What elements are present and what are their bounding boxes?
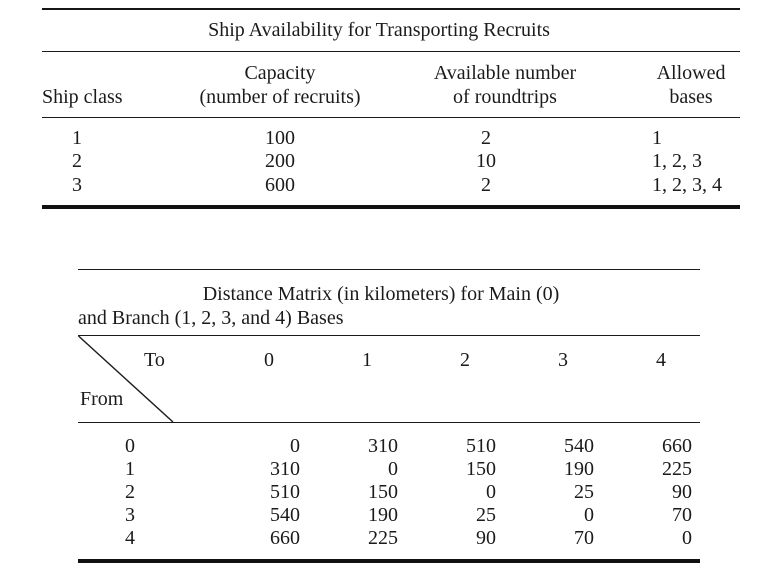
distance-cell: 190 [368,503,398,526]
distance-cell: 70 [672,503,692,526]
capacity-cell: 100 [265,126,295,149]
distance-table-title-line2: and Branch (1, 2, 3, and 4) Bases [78,307,344,329]
distance-cell: 510 [270,480,300,503]
ship-row-2: 2 200 10 1, 2, 3 [42,150,740,174]
diagonal-line [78,336,174,422]
col-header-base-0: 0 [210,336,308,423]
distance-cell: 225 [662,457,692,480]
ship-table-header-row: Ship class Capacity (number of recruits)… [42,51,741,118]
ship-row-3: 3 600 2 1, 2, 3, 4 [42,174,740,208]
distance-cell: 70 [574,526,594,549]
col-header-roundtrips-line2: of roundtrips [453,85,557,108]
from-to-corner-cell: To From [78,336,210,423]
distance-matrix-table: To From 0 1 2 3 4 0 0 310 510 540 6 [78,336,700,563]
distance-row-4: 4 660 225 90 70 0 [78,527,700,561]
col-header-roundtrips-line1: Available number [433,61,577,84]
col-header-capacity: Capacity (number of recruits) [162,51,398,118]
distance-cell: 0 [486,480,496,503]
distance-table-title-line1: Distance Matrix (in kilometers) for Main… [202,283,560,305]
distance-cell: 310 [368,434,398,457]
capacity-cell: 600 [265,173,295,196]
allowed-bases-cell: 1 [652,126,662,149]
distance-cell: 310 [270,457,300,480]
distance-cell: 540 [270,503,300,526]
col-header-base-4: 4 [602,336,700,423]
distance-cell: 0 [682,526,692,549]
distance-cell: 0 [388,457,398,480]
row-header-base-1: 1 [125,457,135,480]
roundtrips-cell: 10 [476,150,496,172]
col-header-capacity-line1: Capacity [244,61,316,84]
col-header-ship-class: Ship class [42,51,162,118]
row-header-base-2: 2 [125,480,135,503]
distance-cell: 150 [368,480,398,503]
distance-cell: 0 [290,434,300,457]
distance-cell: 660 [662,434,692,457]
distance-cell: 150 [466,457,496,480]
ship-table-title-row: Ship Availability for Transporting Recru… [42,9,741,52]
row-header-base-0: 0 [125,434,135,457]
distance-cell: 190 [564,457,594,480]
distance-row-2: 2 510 150 0 25 90 [78,481,700,504]
col-header-allowed-bases: Allowed bases [612,51,741,118]
col-header-base-3: 3 [504,336,602,423]
to-label: To [144,349,165,371]
ship-class-cell: 2 [72,150,82,172]
distance-row-3: 3 540 190 25 0 70 [78,504,700,527]
col-header-base-1: 1 [308,336,406,423]
distance-table-header-row: To From 0 1 2 3 4 [78,336,700,423]
roundtrips-cell: 2 [481,173,491,196]
distance-cell: 225 [368,526,398,549]
roundtrips-cell: 2 [481,126,491,149]
distance-cell: 25 [574,480,594,503]
col-header-allowed-line2: bases [669,85,713,108]
distance-cell: 540 [564,434,594,457]
col-header-ship-class-label: Ship class [42,85,123,108]
col-header-allowed-line1: Allowed [656,61,726,84]
distance-row-0: 0 0 310 510 540 660 [78,422,700,458]
distance-cell: 510 [466,434,496,457]
distance-cell: 90 [476,526,496,549]
distance-cell: 90 [672,480,692,503]
col-header-roundtrips: Available number of roundtrips [398,51,612,118]
allowed-bases-cell: 1, 2, 3, 4 [652,173,722,196]
ship-class-cell: 1 [72,126,82,149]
distance-matrix-section: Distance Matrix (in kilometers) for Main… [78,269,700,563]
row-header-base-3: 3 [125,503,135,526]
ship-class-cell: 3 [72,173,82,196]
distance-cell: 25 [476,503,496,526]
capacity-cell: 200 [265,150,295,172]
ship-row-1: 1 100 2 1 [42,117,740,150]
col-header-base-2: 2 [406,336,504,423]
distance-row-1: 1 310 0 150 190 225 [78,458,700,481]
allowed-bases-cell: 1, 2, 3 [652,150,702,172]
distance-cell: 0 [584,503,594,526]
col-header-capacity-line2: (number of recruits) [199,85,361,108]
ship-table-title: Ship Availability for Transporting Recru… [42,9,741,52]
from-label: From [80,387,124,410]
distance-cell: 660 [270,526,300,549]
ship-availability-table: Ship Availability for Transporting Recru… [42,8,741,209]
distance-table-title: Distance Matrix (in kilometers) for Main… [78,269,700,336]
row-header-base-4: 4 [125,526,135,549]
